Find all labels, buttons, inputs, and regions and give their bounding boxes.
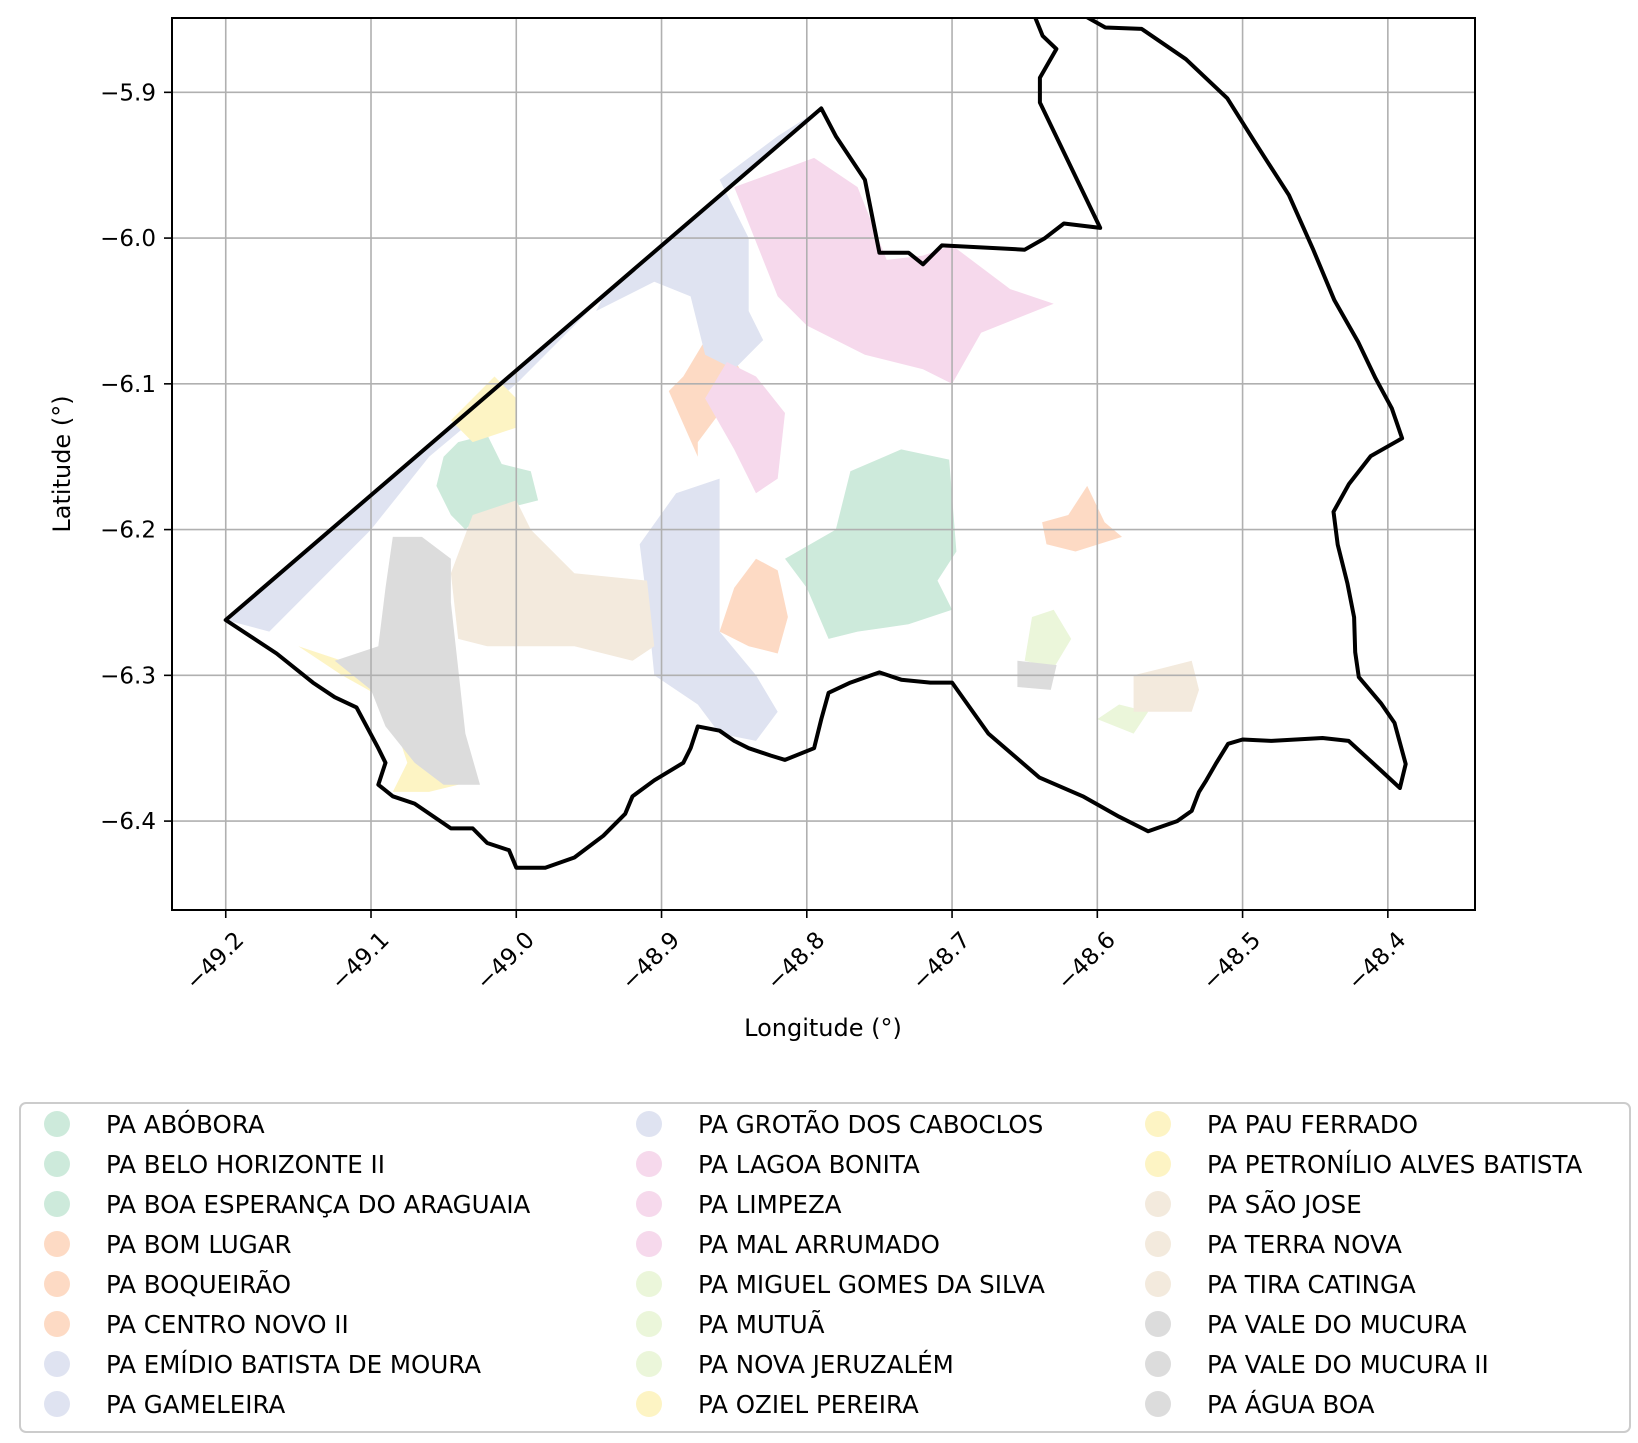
legend-label-16: PA PAU FERRADO: [1207, 1110, 1418, 1139]
legend-label-6: PA EMÍDIO BATISTA DE MOURA: [106, 1350, 481, 1379]
y-tick-label-5: −6.4: [100, 809, 156, 835]
legend-label-19: PA TERRA NOVA: [1207, 1230, 1402, 1259]
municipality-boundary: [223, 18, 1408, 870]
legend-label-5: PA CENTRO NOVO II: [106, 1310, 349, 1339]
x-tick-label-1: −49.1: [326, 927, 394, 995]
legend-marker-16: [1145, 1111, 1171, 1137]
x-tick-label-3: −48.9: [617, 927, 685, 995]
x-tick-label-7: −48.5: [1198, 927, 1266, 995]
y-tick-label-2: −6.1: [100, 372, 156, 398]
legend-marker-14: [636, 1351, 662, 1377]
legend-marker-18: [1145, 1191, 1171, 1217]
y-tick-label-3: −6.2: [100, 518, 156, 544]
settlement-area-1: [785, 449, 957, 639]
x-tick-label-0: −49.2: [181, 927, 249, 995]
legend-label-3: PA BOM LUGAR: [106, 1230, 291, 1259]
legend-label-22: PA VALE DO MUCURA II: [1207, 1350, 1489, 1379]
legend-label-12: PA MIGUEL GOMES DA SILVA: [698, 1270, 1045, 1299]
legend-label-4: PA BOQUEIRÃO: [106, 1269, 291, 1299]
legend-marker-8: [636, 1111, 662, 1137]
x-tick-label-5: −48.7: [907, 927, 975, 995]
y-axis-label: Latitude (°): [48, 395, 76, 532]
legend-label-23: PA ÁGUA BOA: [1207, 1390, 1375, 1419]
legend-marker-13: [636, 1311, 662, 1337]
legend-marker-9: [636, 1151, 662, 1177]
x-tick-label-6: −48.6: [1053, 927, 1121, 995]
plot-frame: [171, 17, 1476, 911]
settlement-area-14: [1133, 660, 1199, 712]
legend-marker-1: [44, 1151, 70, 1177]
legend-marker-2: [44, 1191, 70, 1217]
legend-label-18: PA SÃO JOSE: [1207, 1189, 1362, 1219]
legend-marker-21: [1145, 1311, 1171, 1337]
legend-marker-5: [44, 1311, 70, 1337]
settlement-area-9: [1024, 609, 1072, 669]
legend-label-13: PA MUTUÃ: [698, 1309, 825, 1339]
settlement-area-4: [1042, 485, 1122, 552]
legend-marker-22: [1145, 1351, 1171, 1377]
legend-label-8: PA GROTÃO DOS CABOCLOS: [698, 1109, 1043, 1139]
legend-label-2: PA BOA ESPERANÇA DO ARAGUAIA: [106, 1190, 531, 1219]
legend-marker-17: [1145, 1151, 1171, 1177]
legend-label-9: PA LAGOA BONITA: [698, 1150, 920, 1179]
legend-marker-23: [1145, 1391, 1171, 1417]
legend-label-17: PA PETRONÍLIO ALVES BATISTA: [1207, 1150, 1583, 1179]
legend-marker-20: [1145, 1271, 1171, 1297]
legend-frame: [19, 1102, 1631, 1433]
x-axis-label: Longitude (°): [744, 1014, 902, 1042]
settlement-area-3: [719, 558, 788, 654]
legend-marker-11: [636, 1231, 662, 1257]
y-tick-label-0: −5.9: [100, 80, 156, 106]
settlement-area-15: [334, 536, 480, 785]
legend-marker-0: [44, 1111, 70, 1137]
x-tick-label-4: −48.8: [762, 927, 830, 995]
legend-marker-12: [636, 1271, 662, 1297]
legend: PA ABÓBORA PA BELO HORIZONTE II PA BOA ESP…: [44, 1109, 1583, 1419]
legend-label-10: PA LIMPEZA: [698, 1190, 842, 1219]
legend-marker-15: [636, 1391, 662, 1417]
legend-label-20: PA TIRA CATINGA: [1207, 1270, 1416, 1299]
settlement-area-7: [734, 157, 1054, 384]
legend-marker-7: [44, 1391, 70, 1417]
legend-label-7: PA GAMELEIRA: [106, 1390, 286, 1419]
settlement-area-5: [225, 108, 822, 632]
legend-label-14: PA NOVA JERUZALÉM: [698, 1350, 954, 1379]
legend-label-11: PA MAL ARRUMADO: [698, 1230, 940, 1259]
legend-label-15: PA OZIEL PEREIRA: [698, 1390, 919, 1419]
legend-marker-4: [44, 1271, 70, 1297]
x-tick-label-2: −49.0: [472, 927, 540, 995]
legend-label-0: PA ABÓBORA: [106, 1109, 265, 1139]
legend-marker-10: [636, 1191, 662, 1217]
legend-marker-6: [44, 1351, 70, 1377]
y-tick-label-1: −6.0: [100, 226, 156, 252]
legend-marker-3: [44, 1231, 70, 1257]
legend-marker-19: [1145, 1231, 1171, 1257]
settlement-area-13: [450, 500, 655, 661]
settlement-area-11: [450, 376, 517, 443]
grid-lines: [172, 18, 1475, 910]
settlement-area-8: [705, 362, 785, 494]
settlement-areas: [225, 108, 1199, 792]
legend-label-1: PA BELO HORIZONTE II: [106, 1150, 385, 1179]
x-tick-label-8: −48.4: [1343, 927, 1411, 995]
y-tick-label-4: −6.3: [100, 663, 156, 689]
legend-label-21: PA VALE DO MUCURA: [1207, 1310, 1467, 1339]
